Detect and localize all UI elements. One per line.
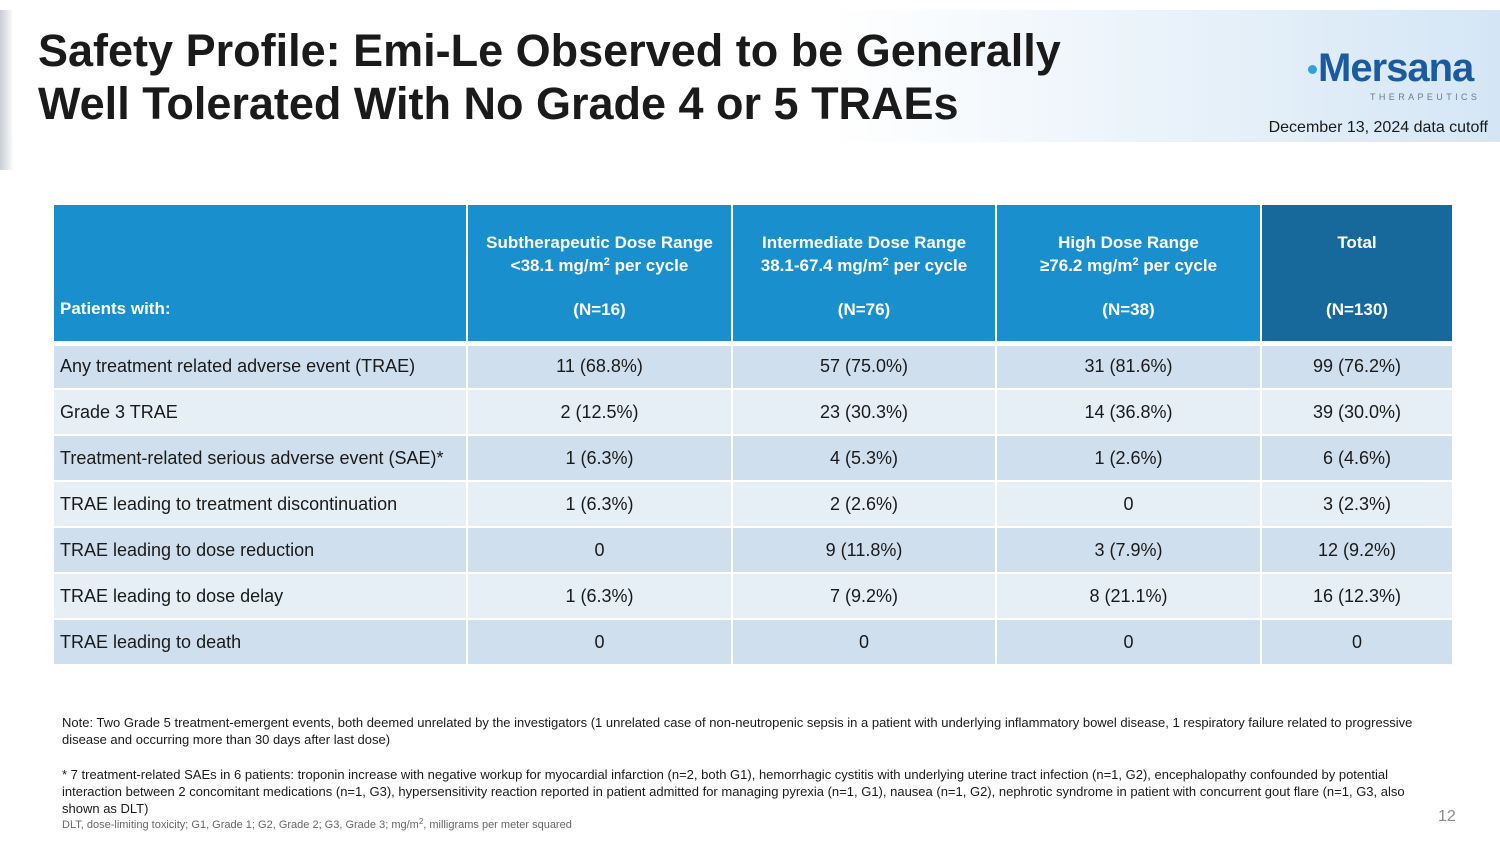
- cell-value: 39 (30.0%): [1260, 388, 1454, 436]
- col-header-high-dose: High Dose Range ≥76.2 mg/m2 per cycle (N…: [995, 203, 1262, 344]
- cell-value: 0: [1260, 618, 1454, 666]
- col-header-patients-with: Patients with:: [52, 203, 468, 344]
- cell-value: 1 (6.3%): [466, 434, 733, 482]
- title-line-2: Well Tolerated With No Grade 4 or 5 TRAE…: [38, 78, 959, 129]
- table-row: TRAE leading to death 0 0 0 0: [52, 618, 1454, 666]
- row-label: TRAE leading to death: [52, 618, 468, 666]
- table-row: Treatment-related serious adverse event …: [52, 434, 1454, 482]
- n-count: (N=76): [837, 300, 891, 319]
- cell-value: 16 (12.3%): [1260, 572, 1454, 620]
- cell-value: 9 (11.8%): [731, 526, 997, 574]
- row-label: Grade 3 TRAE: [52, 388, 468, 436]
- cell-value: 0: [995, 480, 1262, 528]
- col-header-subtherapeutic: Subtherapeutic Dose Range <38.1 mg/m2 pe…: [466, 203, 733, 344]
- cell-value: 1 (2.6%): [995, 434, 1262, 482]
- title-line-1: Safety Profile: Emi-Le Observed to be Ge…: [38, 25, 1061, 76]
- cell-value: 57 (75.0%): [731, 340, 997, 390]
- cell-value: 8 (21.1%): [995, 572, 1262, 620]
- row-label: TRAE leading to treatment discontinuatio…: [52, 480, 468, 528]
- header-edge-shadow: [0, 10, 14, 170]
- n-count: (N=130): [1326, 300, 1388, 319]
- table-header-row: Patients with: Subtherapeutic Dose Range…: [52, 203, 1454, 344]
- cell-value: 1 (6.3%): [466, 480, 733, 528]
- col-header-total: Total (N=130): [1260, 203, 1454, 344]
- cell-value: 0: [995, 618, 1262, 666]
- footnote-grade5: Note: Two Grade 5 treatment-emergent eve…: [62, 715, 1413, 747]
- cell-value: 0: [731, 618, 997, 666]
- logo-subtitle: THERAPEUTICS: [1370, 92, 1481, 102]
- cell-value: 0: [466, 618, 733, 666]
- cell-value: 0: [466, 526, 733, 574]
- cell-value: 3 (7.9%): [995, 526, 1262, 574]
- table-row: Any treatment related adverse event (TRA…: [52, 340, 1454, 390]
- table-row: TRAE leading to dose delay 1 (6.3%) 7 (9…: [52, 572, 1454, 620]
- safety-table: Patients with: Subtherapeutic Dose Range…: [52, 203, 1454, 666]
- abbreviations-footnote: DLT, dose-limiting toxicity; G1, Grade 1…: [62, 817, 572, 832]
- n-count: (N=38): [1102, 300, 1155, 319]
- page-number: 12: [1438, 808, 1456, 825]
- row-label: Treatment-related serious adverse event …: [52, 434, 468, 482]
- footnote-sae: * 7 treatment-related SAEs in 6 patients…: [62, 767, 1405, 816]
- cell-value: 2 (2.6%): [731, 480, 997, 528]
- col-header-intermediate: Intermediate Dose Range 38.1-67.4 mg/m2 …: [731, 203, 997, 344]
- cell-value: 6 (4.6%): [1260, 434, 1454, 482]
- row-label: TRAE leading to dose delay: [52, 572, 468, 620]
- cell-value: 14 (36.8%): [995, 388, 1262, 436]
- table-row: TRAE leading to dose reduction 0 9 (11.8…: [52, 526, 1454, 574]
- row-label: TRAE leading to dose reduction: [52, 526, 468, 574]
- cell-value: 31 (81.6%): [995, 340, 1262, 390]
- table-row: TRAE leading to treatment discontinuatio…: [52, 480, 1454, 528]
- cell-value: 1 (6.3%): [466, 572, 733, 620]
- data-cutoff-label: December 13, 2024 data cutoff: [1268, 119, 1488, 136]
- page-title: Safety Profile: Emi-Le Observed to be Ge…: [38, 24, 1218, 130]
- cell-value: 7 (9.2%): [731, 572, 997, 620]
- cell-value: 11 (68.8%): [466, 340, 733, 390]
- logo-dot-icon: [1308, 65, 1317, 74]
- mersana-logo: Mersana THERAPEUTICS: [1308, 46, 1480, 106]
- header-band: [12, 10, 1500, 142]
- table-row: Grade 3 TRAE 2 (12.5%) 23 (30.3%) 14 (36…: [52, 388, 1454, 436]
- n-count: (N=16): [573, 300, 626, 319]
- cell-value: 23 (30.3%): [731, 388, 997, 436]
- cell-value: 4 (5.3%): [731, 434, 997, 482]
- cell-value: 99 (76.2%): [1260, 340, 1454, 390]
- cell-value: 12 (9.2%): [1260, 526, 1454, 574]
- logo-wordmark: Mersana: [1318, 46, 1474, 90]
- cell-value: 3 (2.3%): [1260, 480, 1454, 528]
- cell-value: 2 (12.5%): [466, 388, 733, 436]
- row-label: Any treatment related adverse event (TRA…: [52, 340, 468, 390]
